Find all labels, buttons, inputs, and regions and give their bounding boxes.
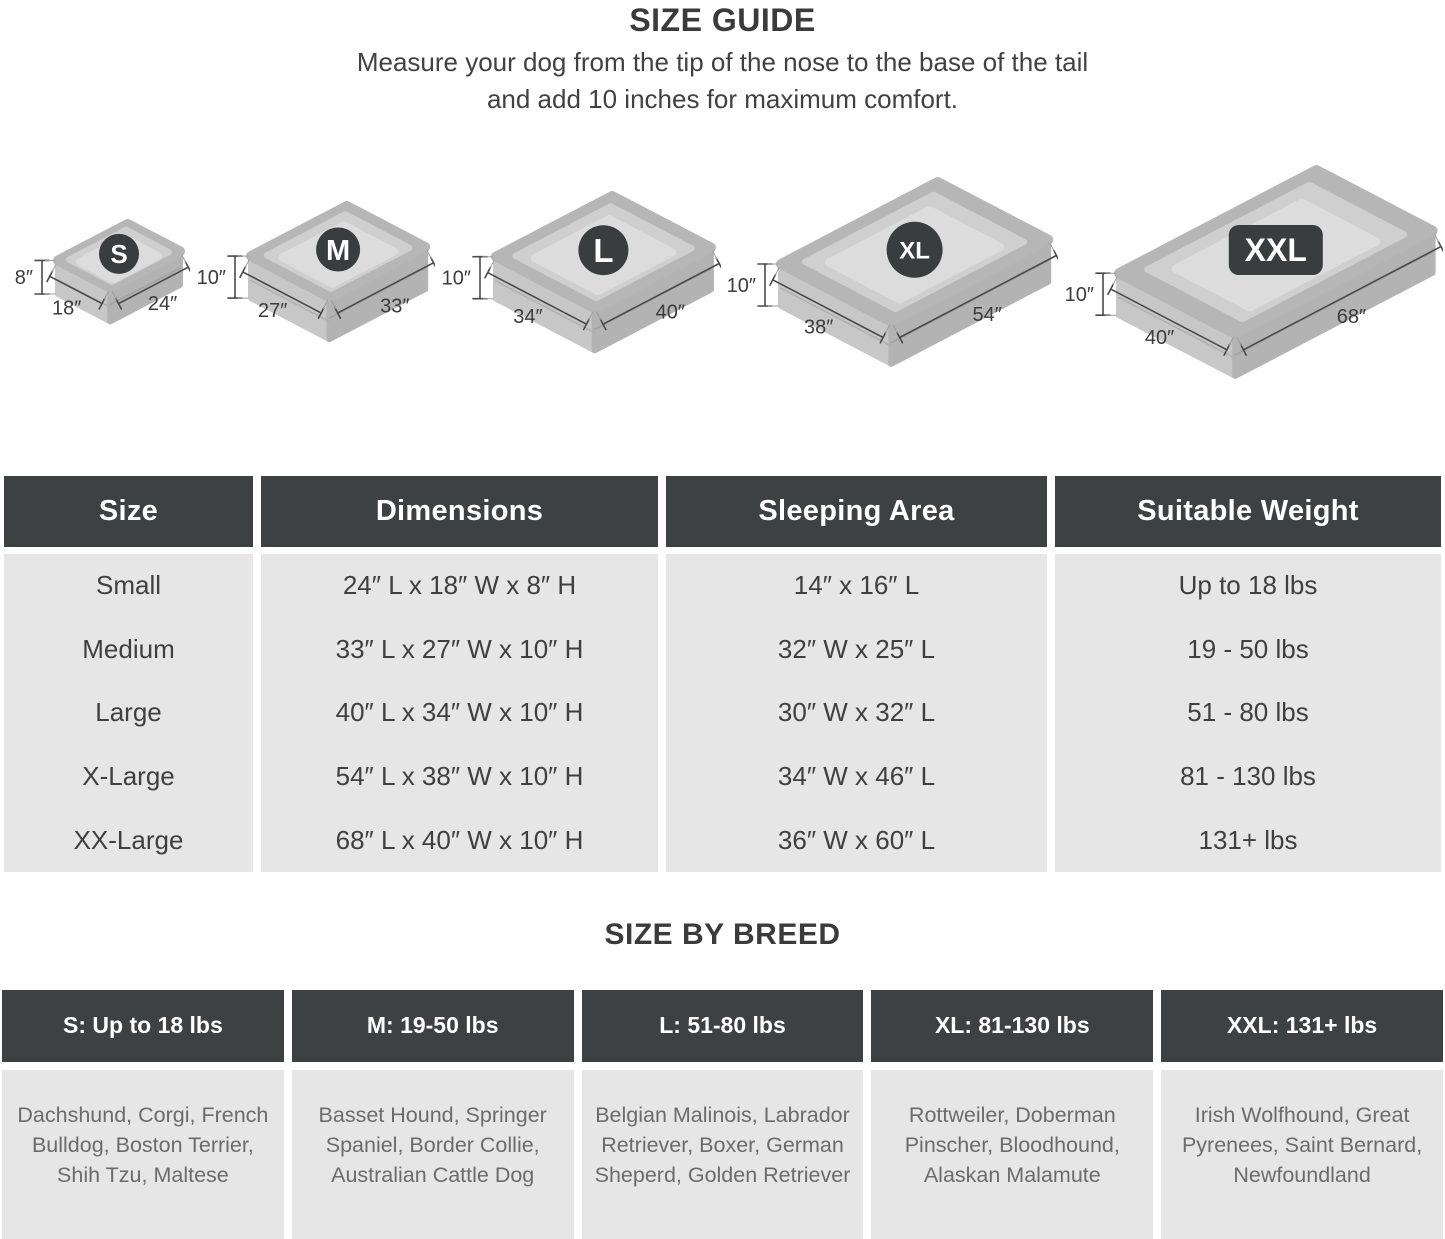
breed-table-header: S: Up to 18 lbs M: 19-50 lbs L: 51-80 lb… [0, 989, 1445, 1062]
table-cell: 54″ L x 38″ W x 10″ H [261, 744, 658, 809]
breed-list-xxl: Irish Wolfhound, Great Pyrenees, Saint B… [1161, 1069, 1443, 1239]
bed-isometric-illustration: L 34″ 40″ 10″ [441, 190, 723, 353]
table-cell: 40″ L x 34″ W x 10″ H [261, 681, 658, 745]
size-badge [99, 233, 139, 274]
table-cell: X-Large [4, 744, 253, 809]
height-dimension-label: 10″ [441, 267, 470, 289]
bed-diagram-m: M 27″ 33″ 10″ [195, 194, 437, 384]
height-dimension-label: 8″ [15, 267, 33, 289]
column-header-size: Size [4, 476, 253, 547]
table-cell: XX-Large [4, 808, 253, 872]
column-header-sleeping-area: Sleeping Area [666, 476, 1047, 547]
column-header-suitable-weight: Suitable Weight [1055, 476, 1441, 547]
height-dimension-label: 10″ [1065, 284, 1094, 306]
size-table-header: Size Dimensions Sleeping Area Suitable W… [0, 476, 1445, 547]
table-cell: 51 - 80 lbs [1055, 681, 1441, 745]
height-dimension-label: 10″ [727, 275, 756, 297]
size-badge-label: XL [900, 237, 931, 264]
breed-header-xl: XL: 81-130 lbs [871, 989, 1154, 1062]
size-badge [1228, 224, 1323, 275]
table-cell: 68″ L x 40″ W x 10″ H [261, 808, 658, 872]
size-badge [315, 227, 360, 272]
width-dimension-label: 38″ [804, 316, 833, 338]
table-cell: 131+ lbs [1055, 808, 1441, 872]
breed-list-l: Belgian Malinois, Labrador Retriever, Bo… [581, 1069, 864, 1239]
breed-header-s: S: Up to 18 lbs [2, 989, 284, 1062]
subtitle-line-2: and add 10 inches for maximum comfort. [486, 84, 959, 114]
width-dimension-label: 27″ [258, 300, 287, 322]
table-cell: Large [4, 681, 253, 745]
bed-diagram-s: S 18″ 24″ 8″ [2, 212, 192, 366]
table-cell: 34″ W x 46″ L [666, 744, 1047, 809]
breed-header-l: L: 51-80 lbs [581, 989, 864, 1062]
table-cell: 36″ W x 60″ L [666, 808, 1047, 872]
table-cell: Medium [4, 617, 253, 682]
table-cell: 24″ L x 18″ W x 8″ H [261, 554, 658, 618]
bed-isometric-illustration: S 18″ 24″ 8″ [15, 219, 192, 325]
size-badge-label: S [110, 239, 127, 269]
width-dimension-label: 34″ [513, 306, 542, 328]
bed-size-diagrams: S 18″ 24″ 8″ M 27″ 33″ 10″ L 34″ 40″ 10″ XL 38″ 54″… [0, 156, 1445, 422]
breed-list-xl: Rottweiler, Doberman Pinscher, Bloodhoun… [871, 1069, 1154, 1239]
width-dimension-label: 18″ [52, 298, 81, 320]
table-cell: 14″ x 16″ L [666, 554, 1047, 618]
length-dimension-label: 40″ [655, 301, 684, 323]
breed-list-m: Basset Hound, Springer Spaniel, Border C… [291, 1069, 574, 1239]
table-cell: 33″ L x 27″ W x 10″ H [261, 617, 658, 682]
table-cell: 30″ W x 32″ L [666, 681, 1047, 745]
size-badge-label: XXL [1245, 232, 1307, 268]
page-title: SIZE GUIDE [629, 2, 816, 38]
length-dimension-label: 33″ [380, 296, 409, 318]
table-cell: 19 - 50 lbs [1055, 617, 1441, 682]
table-cell: 32″ W x 25″ L [666, 617, 1047, 682]
bed-diagram-xl: XL 38″ 54″ 10″ [725, 170, 1061, 409]
table-cell: Up to 18 lbs [1055, 554, 1441, 618]
length-dimension-label: 24″ [148, 293, 177, 315]
subtitle: Measure your dog from the tip of the nos… [0, 44, 1445, 118]
length-dimension-label: 68″ [1337, 305, 1366, 327]
size-badge [886, 221, 943, 278]
column-header-dimensions: Dimensions [261, 476, 658, 547]
size-badge [577, 224, 628, 275]
bed-isometric-illustration: XL 38″ 54″ 10″ [727, 176, 1061, 367]
size-badge-label: L [593, 231, 613, 268]
size-table: Small 24″ L x 18″ W x 8″ H 14″ x 16″ L U… [0, 554, 1445, 872]
length-dimension-label: 54″ [973, 304, 1002, 326]
table-cell: Small [4, 554, 253, 618]
breed-section-title: SIZE BY BREED [604, 917, 841, 951]
height-dimension-label: 10″ [196, 267, 225, 289]
bed-diagram-xxl: XXL 40″ 68″ 10″ [1063, 158, 1445, 421]
breed-table-body: Dachshund, Corgi, French Bulldog, Boston… [0, 1069, 1445, 1239]
bed-diagram-l: L 34″ 40″ 10″ [440, 184, 723, 395]
size-badge-label: M [326, 235, 350, 267]
breed-header-m: M: 19-50 lbs [291, 989, 574, 1062]
width-dimension-label: 40″ [1145, 327, 1174, 349]
breed-list-s: Dachshund, Corgi, French Bulldog, Boston… [2, 1069, 284, 1239]
bed-isometric-illustration: XXL 40″ 68″ 10″ [1065, 164, 1445, 379]
table-cell: 81 - 130 lbs [1055, 744, 1441, 809]
subtitle-line-1: Measure your dog from the tip of the nos… [356, 47, 1089, 77]
bed-isometric-illustration: M 27″ 33″ 10″ [196, 201, 437, 343]
breed-header-xxl: XXL: 131+ lbs [1161, 989, 1443, 1062]
